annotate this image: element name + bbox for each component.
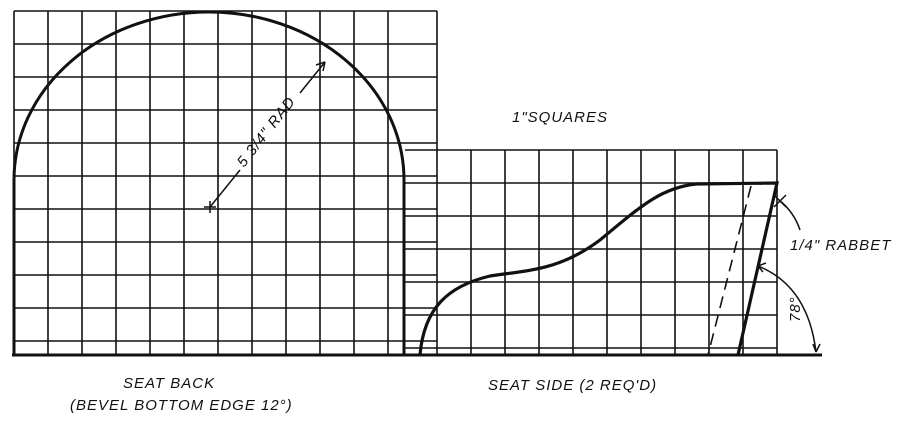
rabbet-label: 1/4" RABBET [790, 237, 892, 254]
seat-back-note: (BEVEL BOTTOM EDGE 12°) [70, 397, 293, 414]
rabbet-leader [773, 194, 801, 231]
seat-side-grid [405, 149, 778, 355]
seat-back-label: SEAT BACK [123, 375, 215, 392]
seat-back-grid [13, 10, 438, 355]
seat-back-outline [12, 10, 406, 357]
seat-side-label: SEAT SIDE (2 REQ'D) [488, 377, 657, 394]
rabbet-dashed-line [707, 185, 752, 356]
angle-label: 78° [787, 296, 804, 322]
angle-arc [757, 262, 821, 353]
seat-side-profile [418, 181, 780, 356]
radius-dimension [204, 61, 326, 213]
squares-label: 1"SQUARES [512, 109, 608, 126]
radius-label: 5 3/4" RAD [234, 93, 299, 170]
